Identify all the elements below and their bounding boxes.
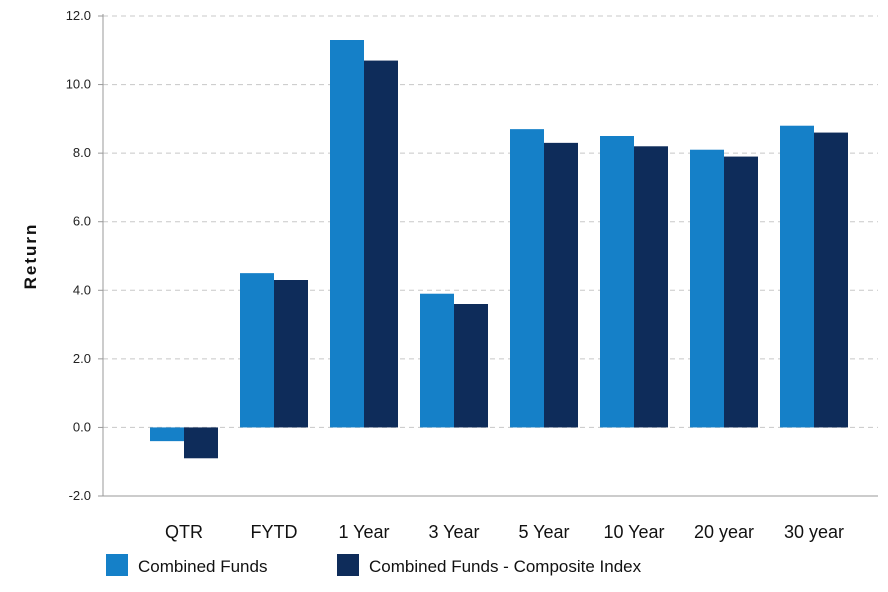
legend-label: Combined Funds (138, 557, 267, 576)
bar-composite-index-1-year (364, 60, 398, 428)
axes (98, 14, 878, 497)
bar-composite-index-20-year (724, 156, 758, 428)
bar-combined-funds-qtr (150, 427, 184, 442)
bar-composite-index-3-year (454, 304, 488, 428)
legend-swatch (337, 554, 359, 576)
x-tick-label: 20 year (694, 522, 754, 542)
y-tick-labels: -2.0 0.0 2.0 4.0 6.0 8.0 10.0 12.0 (66, 8, 91, 503)
x-tick-label: 10 Year (603, 522, 664, 542)
bar-combined-funds-20-year (690, 149, 724, 428)
y-tick-label: 12.0 (66, 8, 91, 23)
bar-combined-funds-5-year (510, 129, 544, 428)
bar-combined-funds-3-year (420, 293, 454, 428)
bar-combined-funds-1-year (330, 40, 364, 428)
x-tick-label: QTR (165, 522, 203, 542)
bars (150, 40, 848, 459)
y-axis-label: Return (21, 223, 40, 290)
y-tick-label: -2.0 (69, 488, 91, 503)
legend-swatch (106, 554, 128, 576)
bar-composite-index-qtr (184, 427, 218, 459)
legend-label: Combined Funds - Composite Index (369, 557, 642, 576)
bar-combined-funds-fytd (240, 273, 274, 428)
x-tick-label: 3 Year (428, 522, 479, 542)
y-tick-label: 4.0 (73, 282, 91, 297)
y-tick-label: 10.0 (66, 77, 91, 92)
x-tick-label: 1 Year (338, 522, 389, 542)
y-tick-label: 0.0 (73, 419, 91, 434)
y-tick-label: 8.0 (73, 145, 91, 160)
bar-composite-index-5-year (544, 142, 578, 428)
bar-composite-index-fytd (274, 280, 308, 428)
y-tick-label: 6.0 (73, 214, 91, 229)
x-tick-label: 5 Year (518, 522, 569, 542)
bar-composite-index-10-year (634, 146, 668, 428)
legend-item-composite-index: Combined Funds - Composite Index (337, 554, 642, 576)
bar-combined-funds-10-year (600, 136, 634, 428)
grid-lines (103, 15, 878, 428)
x-tick-label: FYTD (251, 522, 298, 542)
bar-combined-funds-30-year (780, 125, 814, 428)
x-tick-label: 30 year (784, 522, 844, 542)
legend-item-combined-funds: Combined Funds (106, 554, 267, 576)
bar-composite-index-30-year (814, 132, 848, 428)
legend: Combined Funds Combined Funds - Composite… (106, 554, 642, 576)
x-tick-labels: QTR FYTD 1 Year 3 Year 5 Year 10 Year 20 year 3… (165, 522, 844, 542)
y-tick-label: 2.0 (73, 351, 91, 366)
